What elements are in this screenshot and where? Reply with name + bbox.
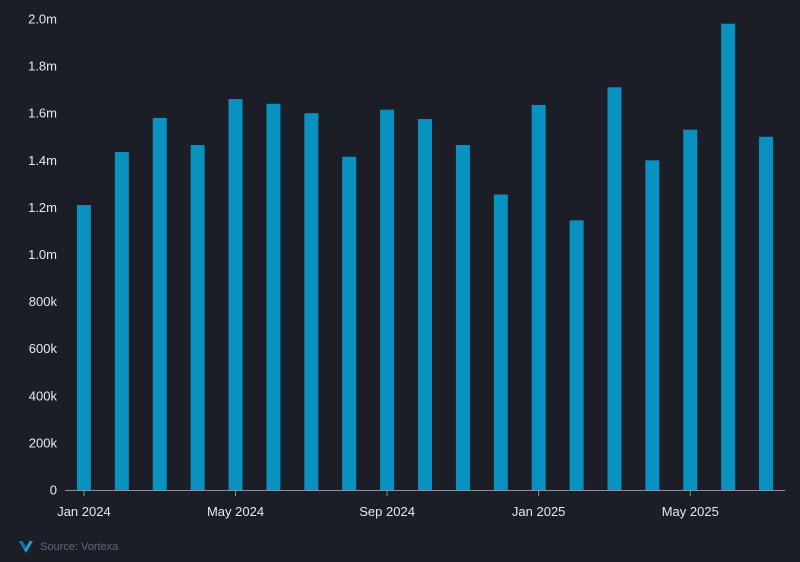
bar — [152, 117, 167, 490]
bar — [266, 103, 281, 490]
bar — [493, 194, 508, 490]
bar — [455, 144, 470, 490]
x-tick-label: Jan 2024 — [57, 504, 111, 519]
bar — [569, 220, 584, 491]
source-footer: Source: Vortexa — [18, 538, 118, 556]
bar — [304, 113, 319, 490]
y-tick-label: 800k — [29, 294, 58, 309]
y-tick-label: 1.8m — [28, 59, 57, 74]
y-tick-label: 1.4m — [28, 153, 57, 168]
bar — [531, 104, 546, 491]
y-tick-label: 200k — [29, 435, 58, 450]
x-tick-label: Jan 2025 — [512, 504, 566, 519]
bar — [645, 160, 660, 491]
y-tick-label: 1.6m — [28, 106, 57, 121]
vortexa-logo-icon — [19, 541, 33, 553]
x-tick-label: Sep 2024 — [359, 504, 415, 519]
y-tick-label: 1.2m — [28, 200, 57, 215]
source-text: Source: Vortexa — [40, 541, 119, 553]
x-tick-label: May 2024 — [207, 504, 264, 519]
bars — [76, 23, 774, 491]
bar — [418, 119, 432, 491]
x-axis-ticks: Jan 2024 May 2024 Sep 2024 Jan 2025 May 2025 — [57, 490, 719, 519]
y-tick-label: 600k — [29, 341, 58, 356]
bar — [76, 205, 91, 491]
bar — [380, 109, 395, 490]
bar — [342, 156, 357, 490]
y-axis-ticks: 0 200k 400k 600k 800k 1.0m 1.2m 1.4m 1.6m 1.8m 2.0… — [28, 12, 57, 498]
bar — [607, 87, 622, 491]
y-tick-label: 1.0m — [28, 247, 57, 262]
bar — [114, 152, 129, 490]
y-tick-label: 400k — [29, 388, 58, 403]
bar — [683, 129, 698, 490]
bar — [759, 136, 774, 490]
bar — [228, 99, 243, 490]
x-tick-label: May 2025 — [662, 504, 719, 519]
y-tick-label: 2.0m — [28, 12, 57, 27]
y-tick-label: 0 — [50, 483, 57, 498]
bar — [721, 23, 736, 491]
bar — [190, 144, 205, 490]
